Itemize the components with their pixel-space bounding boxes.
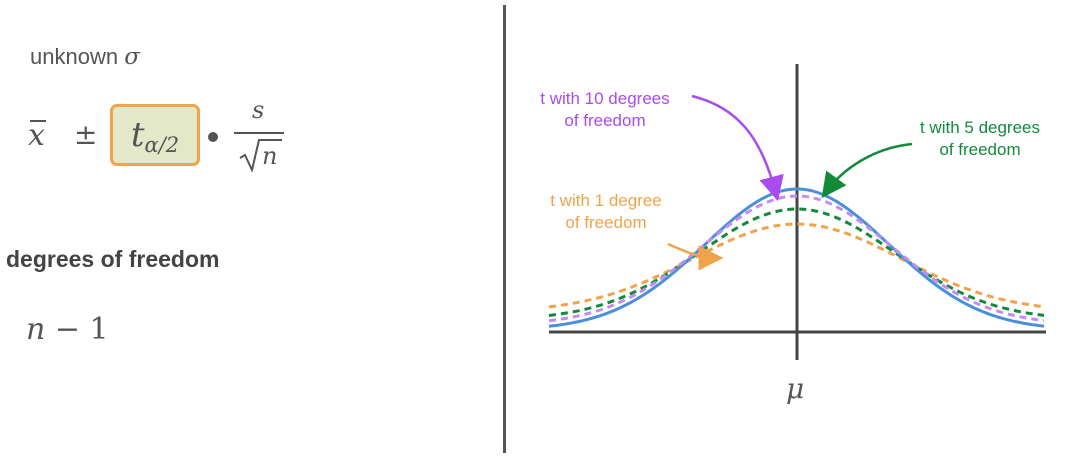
sigma-symbol: σ (124, 44, 140, 70)
t-subscript: α/2 (144, 133, 180, 157)
confidence-interval-formula: x ± t α/2 s n (28, 96, 328, 176)
standard-error-fraction: s n (234, 96, 284, 176)
t-symbol: t (130, 115, 145, 155)
dof-minus-one: − 1 (45, 312, 109, 347)
t-critical-box: t α/2 (110, 104, 200, 166)
normal-curve (548, 187, 1045, 328)
degrees-of-freedom-heading: degrees of freedom (6, 246, 220, 272)
unknown-text: unknown (30, 44, 119, 69)
t1-label: t with 1 degree of freedom (550, 191, 662, 232)
dof-n: n (26, 312, 46, 347)
t10-label: t with 10 degrees of freedom (540, 89, 670, 130)
formula-panel: unknown σ x ± t α/2 s n degrees of freed… (0, 0, 500, 458)
fraction-numerator: s (252, 96, 265, 124)
mu-label: μ (786, 372, 805, 405)
plus-minus-symbol: ± (74, 118, 98, 151)
t5-label: t with 5 degrees of freedom (919, 118, 1040, 159)
fraction-bar (234, 132, 284, 134)
degrees-of-freedom-formula: n − 1 (26, 312, 109, 347)
sqrt-symbol (239, 139, 282, 172)
t10-curve (548, 194, 1045, 323)
t1-curve (548, 222, 1045, 309)
sample-mean-symbol: x (28, 118, 46, 153)
t5-curve (548, 207, 1045, 317)
fraction-denominator: n (262, 142, 278, 170)
unknown-sigma-label: unknown σ (30, 44, 140, 70)
panel-divider (503, 5, 506, 453)
distribution-diagram (548, 64, 1046, 360)
t5-arrow (821, 142, 913, 199)
t10-arrow (691, 94, 784, 202)
t1-arrow (667, 242, 724, 271)
mean-bar (30, 120, 46, 122)
multiply-dot (208, 132, 218, 142)
